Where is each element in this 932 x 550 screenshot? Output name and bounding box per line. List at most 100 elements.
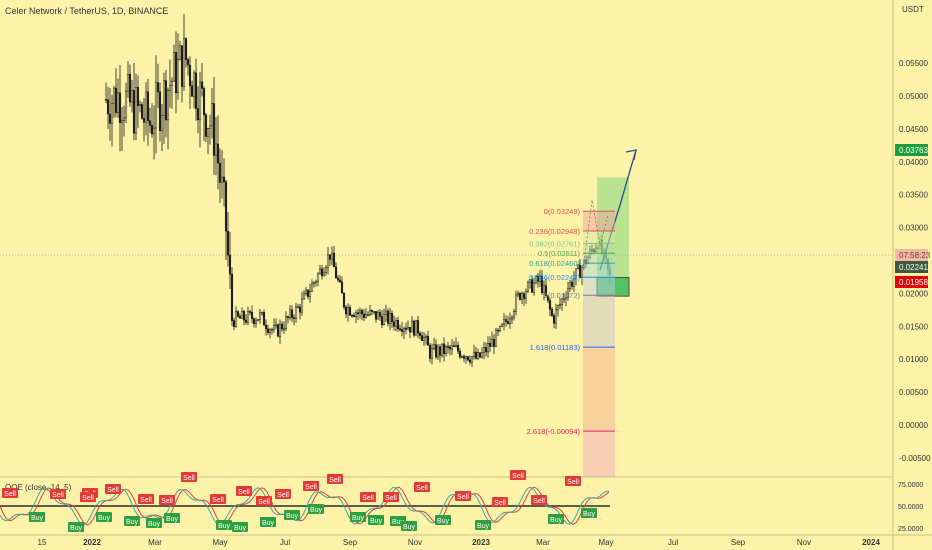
price-tick-label: 0.05500 — [899, 59, 928, 68]
candlestick — [410, 315, 414, 333]
candlestick — [484, 342, 488, 357]
svg-text:Buy: Buy — [166, 516, 179, 523]
svg-text:Buy: Buy — [403, 524, 416, 531]
fib-band — [583, 347, 615, 432]
candlestick — [188, 56, 192, 110]
fib-level-label: 0.618(0.02460) — [529, 259, 580, 268]
price-tick-label: 0.05000 — [899, 92, 928, 101]
candlestick — [404, 322, 408, 335]
time-tick-label: 2023 — [472, 538, 490, 547]
candlestick — [424, 333, 428, 345]
time-axis[interactable]: 15 2022 Mar May Jul Sep Nov 2023 Mar May Jul Sep Nov… — [0, 534, 932, 547]
svg-text:Sell: Sell — [533, 498, 545, 505]
candlestick — [450, 339, 454, 355]
candlestick — [456, 341, 460, 355]
fib-band — [583, 243, 615, 254]
candlestick — [192, 70, 196, 109]
candlestick — [216, 115, 220, 190]
svg-text:Buy: Buy — [437, 518, 450, 525]
fib-band — [583, 295, 615, 348]
candlestick — [296, 303, 300, 309]
svg-text:Buy: Buy — [550, 517, 563, 524]
oscillator-fast-line — [0, 486, 610, 526]
time-tick-label: Jul — [280, 538, 290, 547]
candlestick — [248, 309, 252, 316]
candlestick — [426, 330, 430, 346]
candlestick — [360, 308, 364, 321]
candlestick — [316, 272, 320, 287]
candlestick — [520, 291, 524, 305]
candlestick — [514, 290, 518, 316]
price-axis[interactable]: USDT 0.05500 0.05000 0.04500 0.04000 0.03500… — [892, 0, 931, 550]
candlestick — [488, 336, 492, 353]
candlestick — [230, 267, 234, 327]
time-axis-ticks: 15 2022 Mar May Jul Sep Nov 2023 Mar May Jul Sep Nov… — [38, 538, 881, 547]
sell-marker: Sell — [105, 484, 121, 494]
candlestick — [306, 289, 310, 300]
candlestick — [140, 101, 144, 120]
candlestick — [278, 319, 282, 344]
svg-text:Sell: Sell — [4, 491, 16, 498]
buy-marker: Buy — [29, 512, 45, 522]
indicator-title: OOE (close, 14, 5) — [5, 483, 72, 492]
candlestick — [496, 327, 500, 337]
candlestick — [266, 324, 270, 335]
buy-marker: Buy — [232, 522, 248, 532]
signal-markers: Sell Sell Sell Sell Sell Sell Sell Sell Sell Sell… — [2, 470, 597, 532]
candlestick — [144, 82, 148, 136]
candlestick — [490, 331, 494, 347]
candlestick — [572, 271, 576, 293]
candlestick — [164, 69, 168, 138]
price-tick-label: 0.02000 — [899, 289, 928, 298]
candlestick — [158, 82, 162, 142]
candlestick — [366, 311, 370, 317]
sell-marker: Sell — [210, 494, 226, 504]
buy-marker: Buy — [401, 521, 417, 531]
sell-marker: Sell — [565, 476, 581, 486]
indicator-pane[interactable]: OOE (close, 14, 5) Sell Sell Sell Sell Sell S… — [0, 470, 923, 533]
candlestick — [304, 287, 308, 296]
candlestick — [342, 292, 346, 310]
candlestick — [574, 268, 578, 286]
candlestick — [392, 315, 396, 331]
candlestick — [286, 315, 290, 324]
candlestick — [506, 315, 510, 325]
svg-text:Buy: Buy — [126, 519, 139, 526]
candlestick — [564, 291, 568, 307]
candlestick — [156, 63, 160, 109]
candlestick — [438, 344, 442, 363]
svg-text:Sell: Sell — [107, 487, 119, 494]
indicator-tick-75: 75.0000 — [898, 482, 923, 489]
sell-marker: Sell — [327, 474, 343, 484]
price-tick-label: 0.04000 — [899, 158, 928, 167]
price-tick-label: 0.03500 — [899, 191, 928, 200]
fib-trend-path — [582, 199, 609, 271]
candlestick — [494, 327, 498, 347]
sell-marker: Sell — [2, 488, 18, 498]
svg-text:Buy: Buy — [262, 520, 275, 527]
candlestick — [302, 290, 306, 300]
sell-marker: Sell — [256, 496, 272, 506]
candlestick — [134, 73, 138, 141]
candlestick — [300, 291, 304, 316]
candlestick — [486, 336, 490, 358]
candlestick — [566, 281, 570, 301]
candlestick — [270, 327, 274, 335]
candlestick — [476, 348, 480, 361]
candlestick — [352, 312, 356, 318]
candlestick — [558, 297, 562, 310]
svg-text:Sell: Sell — [212, 497, 224, 504]
candlestick — [512, 308, 516, 321]
candlestick — [472, 344, 476, 360]
sell-marker: Sell — [181, 472, 197, 482]
fib-extension-tool[interactable]: 0(0.03249)0.236(0.02948)0.382(0.02761)0.… — [527, 199, 615, 477]
candlestick — [294, 302, 298, 323]
candlestick — [556, 304, 560, 317]
candlestick — [198, 71, 202, 148]
candlestick — [510, 315, 514, 324]
svg-text:Sell: Sell — [277, 492, 289, 499]
candlestick — [218, 148, 222, 204]
sell-marker: Sell — [275, 489, 291, 499]
svg-text:Buy: Buy — [583, 511, 596, 518]
